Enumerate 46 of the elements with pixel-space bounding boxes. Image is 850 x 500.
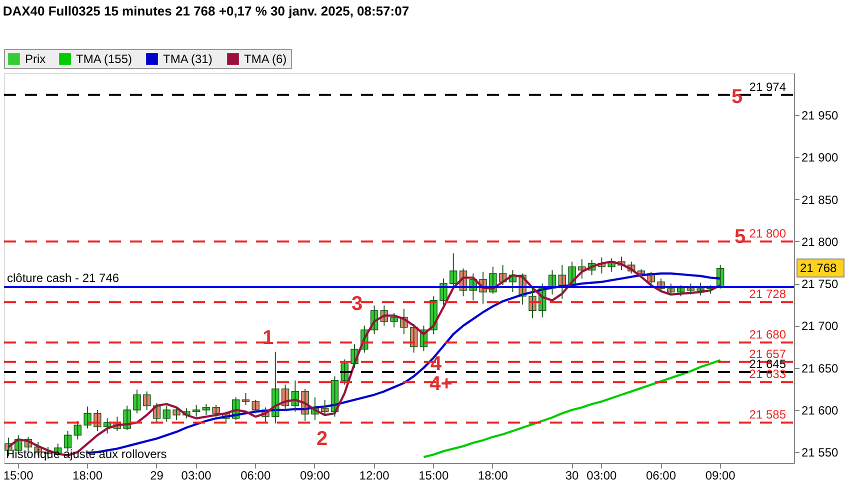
x-tick-label: 09:00: [300, 468, 330, 482]
candlestick: [202, 404, 210, 416]
ref-line-label: clôture cash - 21 746: [7, 270, 120, 285]
y-tick-label: 21 850: [802, 192, 839, 207]
x-tick-label: 15:00: [418, 468, 449, 482]
annotation: 4: [430, 353, 442, 375]
x-tick-label: 18:00: [478, 468, 508, 482]
y-tick-label: 21 750: [802, 277, 839, 292]
x-tick-label: 30: [565, 468, 580, 482]
annotation: 5: [731, 86, 743, 108]
x-tick-label: 15:00: [3, 468, 34, 482]
legend-label: TMA (6): [244, 52, 287, 66]
legend-label: TMA (155): [76, 52, 132, 66]
annotation: 4+: [430, 373, 452, 395]
candlestick: [133, 389, 141, 414]
y-tick-label: 21 700: [802, 319, 839, 334]
ref-line-label: 21 585: [749, 408, 786, 422]
ref-line-label: 21 974: [749, 80, 786, 94]
ref-line-label: 21 800: [749, 226, 786, 240]
annotation: 3: [351, 293, 363, 315]
ref-line-label: 21 633: [749, 367, 786, 382]
legend-label: TMA (31): [163, 52, 212, 66]
candlestick: [696, 282, 704, 296]
annotation: 2: [316, 428, 328, 450]
y-tick-label: 21 800: [802, 234, 839, 249]
x-tick-label: 12:00: [359, 468, 390, 482]
ref-line-label: 21 657: [749, 346, 786, 361]
ref-line-label: 21 728: [749, 287, 786, 302]
annotation: 1: [262, 327, 274, 349]
x-tick-label: 03:00: [586, 468, 618, 482]
x-tick-label: 09:00: [705, 468, 736, 482]
ref-line-label: 21 680: [749, 328, 786, 342]
y-tick-label: 21 900: [802, 150, 839, 165]
candlestick: [667, 283, 675, 296]
x-tick-label: 06:00: [240, 468, 271, 482]
x-tick-label: 29: [150, 468, 164, 482]
y-tick-label: 21 600: [802, 403, 839, 418]
y-tick-label: 21 950: [802, 108, 839, 123]
chart-title: DAX40 Full0325 15 minutes 21 768 +0,17 % 30 janv. 2025, 08:57:07: [2, 4, 410, 18]
text: 21 768: [800, 261, 838, 275]
y-tick-label: 21 550: [802, 446, 839, 460]
x-tick-label: 06:00: [646, 468, 676, 482]
y-tick-label: 21 650: [802, 361, 839, 376]
x-tick-label: 18:00: [72, 468, 103, 482]
x-tick-label: 03:00: [181, 468, 212, 482]
legend-label: Prix: [25, 52, 46, 66]
